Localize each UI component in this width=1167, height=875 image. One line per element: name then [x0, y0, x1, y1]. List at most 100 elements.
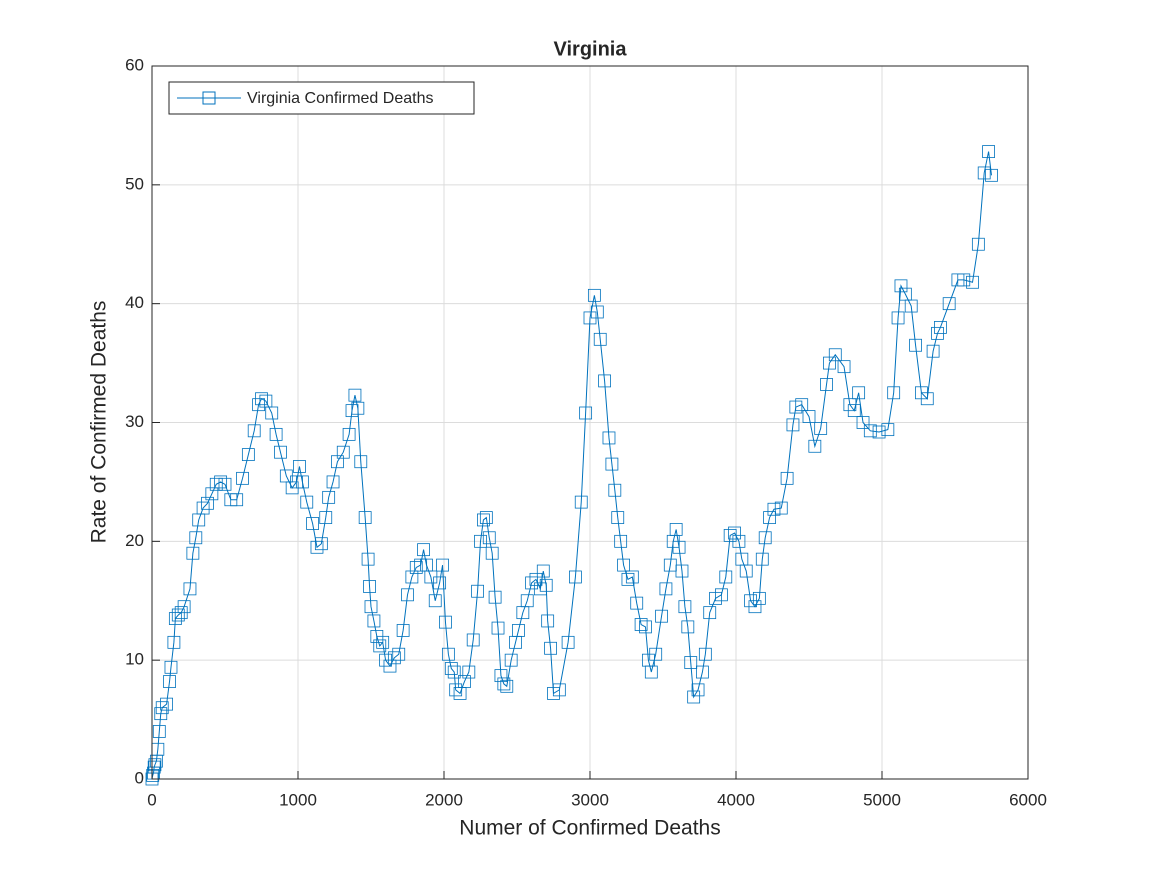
data-marker — [634, 618, 648, 631]
data-marker — [569, 570, 582, 584]
data-marker — [847, 404, 861, 418]
data-marker — [593, 332, 607, 346]
data-marker — [306, 517, 320, 530]
data-marker — [786, 418, 800, 432]
data-marker — [428, 594, 442, 608]
data-marker — [401, 588, 414, 602]
data-marker — [644, 665, 658, 679]
data-marker — [167, 635, 181, 649]
data-marker — [655, 609, 668, 623]
data-marker — [675, 564, 689, 578]
x-tick-label: 2000 — [425, 790, 463, 809]
data-marker — [358, 511, 372, 524]
data-marker — [602, 431, 616, 445]
data-marker — [587, 288, 601, 302]
data-marker — [966, 275, 979, 289]
x-tick-label: 3000 — [571, 790, 609, 809]
data-marker — [872, 425, 886, 439]
data-marker — [669, 523, 683, 536]
x-tick-label: 1000 — [279, 790, 317, 809]
data-marker — [934, 321, 947, 334]
data-marker — [863, 424, 877, 438]
data-marker — [405, 570, 419, 584]
data-marker — [649, 647, 663, 661]
data-marker — [605, 457, 619, 471]
data-marker — [396, 624, 410, 637]
data-marker — [814, 422, 828, 435]
data-marker — [201, 496, 214, 510]
data-marker — [681, 620, 695, 634]
x-tick-label: 4000 — [717, 790, 755, 809]
data-marker — [363, 580, 376, 593]
y-tick-label: 50 — [125, 174, 144, 193]
data-marker — [728, 526, 741, 540]
data-marker — [926, 344, 940, 358]
data-marker — [183, 582, 197, 596]
data-marker — [780, 471, 794, 485]
data-marker — [354, 455, 368, 469]
data-marker — [541, 614, 555, 628]
data-marker — [348, 388, 362, 402]
x-tick-label: 0 — [147, 790, 156, 809]
data-marker — [795, 398, 809, 412]
data-marker — [196, 501, 210, 515]
data-marker — [982, 145, 995, 158]
legend: Virginia Confirmed Deaths — [168, 81, 475, 115]
data-marker — [552, 683, 566, 697]
data-marker — [957, 273, 971, 287]
data-marker — [608, 483, 622, 497]
data-marker — [621, 572, 635, 586]
data-marker — [373, 639, 387, 653]
data-marker — [639, 620, 652, 634]
y-tick-label: 40 — [125, 293, 144, 312]
data-marker — [310, 540, 324, 554]
data-marker — [314, 537, 328, 551]
data-marker — [392, 647, 406, 661]
data-marker — [474, 534, 487, 548]
data-marker — [300, 495, 314, 509]
data-marker — [274, 445, 287, 459]
data-marker — [444, 662, 458, 675]
data-marker — [590, 305, 604, 319]
data-marker — [579, 406, 593, 420]
data-marker — [520, 594, 534, 608]
data-marker — [808, 439, 822, 453]
data-marker — [684, 656, 698, 669]
legend-label: Virginia Confirmed Deaths — [247, 90, 433, 107]
data-marker — [614, 534, 628, 548]
data-marker — [909, 338, 922, 352]
data-marker — [672, 540, 686, 554]
data-marker — [205, 487, 219, 501]
data-marker — [247, 424, 261, 438]
data-marker — [148, 758, 162, 772]
data-marker — [758, 531, 772, 545]
y-tick-label: 30 — [125, 412, 144, 431]
data-marker — [152, 725, 166, 738]
data-marker — [497, 677, 511, 691]
data-marker — [164, 660, 178, 674]
data-marker — [485, 546, 499, 560]
data-marker — [336, 445, 350, 459]
data-marker — [852, 386, 866, 400]
legend-marker — [202, 91, 216, 105]
data-marker — [625, 570, 639, 584]
data-marker — [462, 665, 476, 679]
data-marker — [177, 600, 191, 614]
data-marker — [447, 665, 461, 679]
data-marker — [691, 683, 705, 697]
data-marker — [574, 495, 588, 509]
data-marker — [698, 647, 712, 661]
data-marker — [160, 697, 174, 711]
data-marker — [491, 621, 505, 635]
chart-title: Virginia — [554, 38, 628, 60]
data-marker — [383, 659, 397, 673]
y-tick-label: 10 — [125, 650, 144, 669]
data-marker — [186, 546, 200, 560]
data-marker — [342, 427, 356, 441]
data-marker — [820, 378, 833, 391]
data-marker — [387, 651, 401, 665]
y-axis-label: Rate of Confirmed Deaths — [88, 301, 111, 544]
data-marker — [856, 416, 870, 429]
